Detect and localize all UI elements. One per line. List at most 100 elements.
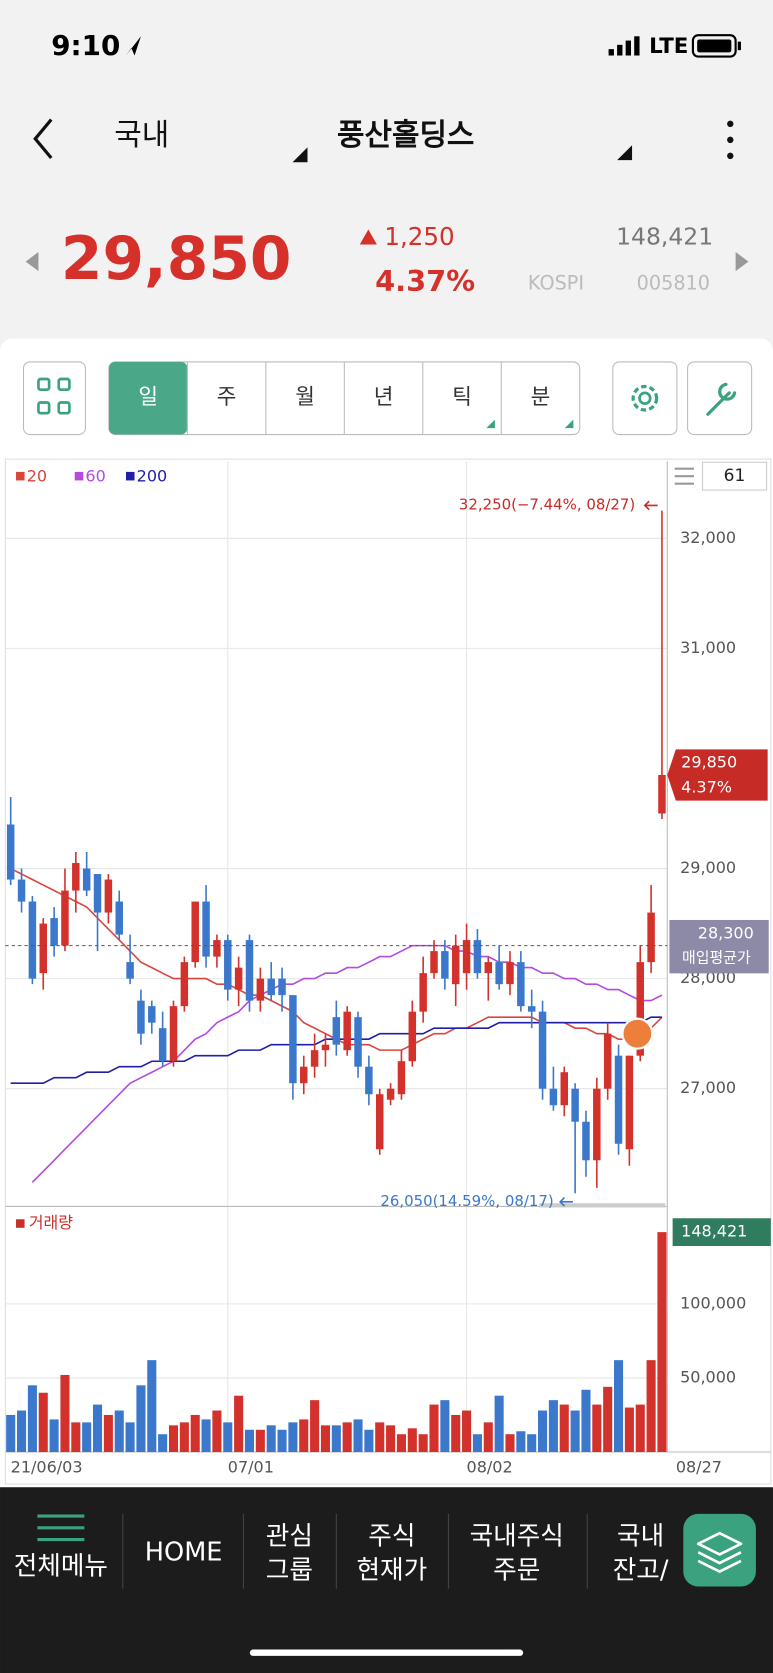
nav-label[interactable]: 주문 — [493, 1556, 540, 1586]
signal-icon — [608, 36, 640, 56]
quick-button[interactable] — [683, 1513, 756, 1587]
volume-bar — [125, 1422, 135, 1452]
volume-bar — [168, 1425, 179, 1452]
legend-swatch — [16, 1219, 25, 1228]
candle-body — [202, 901, 210, 957]
x-tick-label: 07/01 — [228, 1458, 274, 1477]
candle-body — [310, 1050, 319, 1067]
avg-price-name: 매입평균가 — [682, 948, 751, 966]
candle-body — [6, 824, 15, 880]
volume-bar — [548, 1400, 558, 1452]
change-percent: 4.37% — [375, 264, 475, 298]
current-price: 29,850 — [61, 225, 292, 294]
period-tab[interactable]: 월 — [295, 385, 315, 410]
candle-body — [582, 1121, 590, 1161]
volume-bar — [223, 1422, 233, 1452]
x-tick-label: 08/27 — [676, 1458, 722, 1477]
volume-bar — [613, 1360, 624, 1452]
volume-bar — [451, 1414, 461, 1452]
prev-stock[interactable] — [25, 251, 39, 272]
last-change-label: 4.37% — [681, 777, 732, 796]
last-price-tag — [667, 749, 768, 801]
volume-bar — [331, 1425, 341, 1452]
menu-button[interactable] — [22, 361, 86, 436]
candle-body — [365, 1066, 373, 1095]
y-tick-label: 29,000 — [680, 858, 736, 877]
candle-body — [224, 940, 232, 990]
candle-body — [321, 1044, 330, 1051]
volume-bar — [136, 1385, 146, 1452]
y-tick-label: 100,000 — [680, 1293, 746, 1312]
market-select[interactable]: 국내 — [114, 118, 169, 153]
volume-bar — [375, 1422, 385, 1452]
avg-price-tag — [669, 919, 769, 974]
volume-bar — [190, 1414, 200, 1452]
settings-button[interactable] — [612, 361, 678, 436]
candle-body — [39, 923, 47, 974]
period-tab[interactable]: 분 — [531, 385, 551, 410]
x-tick-label: 08/02 — [467, 1458, 513, 1477]
nav-label[interactable]: 국내 — [617, 1521, 664, 1551]
chart-frame — [4, 458, 772, 1485]
volume-bar — [342, 1422, 352, 1452]
volume-bar — [310, 1400, 320, 1452]
y-tick-label: 31,000 — [680, 638, 736, 657]
trade-volume: 148,421 — [616, 223, 713, 251]
period-count[interactable]: 61 — [724, 466, 746, 486]
tool-button[interactable] — [687, 361, 753, 436]
back-button[interactable] — [33, 118, 53, 160]
candle-body — [158, 1028, 167, 1062]
nav-label[interactable]: 국내주식 — [470, 1521, 564, 1551]
last-price-label: 29,850 — [681, 753, 737, 772]
volume-bar — [494, 1395, 504, 1452]
candle-body — [560, 1072, 568, 1106]
candle-body — [354, 1017, 362, 1067]
volume-bar — [570, 1410, 580, 1452]
candle-body — [571, 1088, 579, 1122]
nav-label[interactable]: 그룹 — [266, 1556, 313, 1586]
candle-body — [397, 1061, 406, 1095]
volume-bar — [299, 1419, 309, 1452]
volume-bar — [71, 1422, 81, 1452]
more-button[interactable] — [727, 120, 734, 160]
candle-body — [451, 945, 460, 985]
nav-label[interactable]: 현재가 — [356, 1556, 427, 1586]
legend-label: 20 — [27, 467, 47, 486]
nav-label[interactable]: 잔고/ — [613, 1556, 669, 1586]
candle-body — [430, 951, 438, 974]
menu-icon — [37, 1514, 85, 1542]
nav-label[interactable]: 관심 — [266, 1521, 313, 1551]
candle-body — [462, 940, 471, 974]
nav-label[interactable]: 주식 — [368, 1521, 415, 1551]
period-tab[interactable]: 틱 — [452, 385, 472, 410]
period-tab[interactable]: 주 — [217, 385, 237, 410]
period-tab[interactable]: 년 — [374, 385, 394, 410]
volume-bar — [277, 1429, 287, 1452]
up-mark — [359, 229, 377, 245]
volume-bar — [27, 1385, 37, 1452]
candle-body — [28, 901, 37, 979]
period-tab[interactable]: 일 — [138, 385, 158, 410]
volume-bar — [603, 1386, 613, 1452]
nav-label[interactable]: HOME — [145, 1537, 223, 1567]
volume-bar — [158, 1434, 168, 1452]
volume-bar — [527, 1434, 537, 1452]
nav-label[interactable]: 전체메뉴 — [14, 1551, 108, 1581]
candle-body — [126, 962, 134, 979]
volume-bar — [440, 1400, 450, 1452]
candle-body — [93, 874, 102, 913]
next-stock[interactable] — [735, 251, 749, 272]
volume-bar — [516, 1431, 526, 1452]
volume-bar — [472, 1434, 482, 1452]
volume-bar — [624, 1407, 634, 1452]
stock-name[interactable]: 풍산홀딩스 — [337, 118, 474, 153]
stock-code: 005810 — [637, 271, 710, 294]
low-annotation: 26,050(14.59%, 08/17) — [380, 1192, 553, 1210]
candle-body — [538, 1011, 547, 1089]
volume-bar — [646, 1360, 656, 1452]
volume-bar — [17, 1410, 27, 1452]
candle-body — [191, 901, 199, 963]
candle-body — [104, 879, 113, 913]
candle-body — [82, 868, 91, 891]
